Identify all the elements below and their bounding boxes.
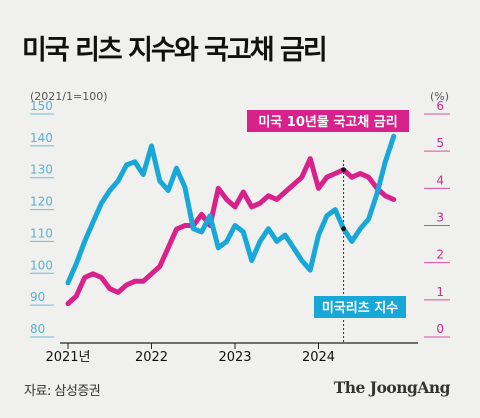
left-tick-label: 140: [30, 131, 53, 145]
right-tick-label: 0: [436, 322, 444, 336]
series-treasury-line: [65, 156, 397, 307]
left-tick-label: 150: [30, 99, 53, 113]
brand-logo: The JoongAng: [333, 378, 451, 397]
page-title: 미국 리츠 지수와 국고채 금리: [22, 35, 328, 66]
left-axis-ticks: 80 90 100 110 120 130 140 150: [30, 99, 54, 338]
right-tick-label: 1: [436, 285, 444, 299]
annotation-dot-reit: [341, 226, 346, 232]
annotation-dot-treasury: [341, 167, 346, 173]
left-tick-label: 120: [30, 195, 53, 209]
left-tick-label: 110: [30, 226, 53, 240]
right-tick-label: 6: [436, 99, 444, 113]
right-tick-label: 3: [436, 211, 444, 225]
x-tick-label: 2022: [135, 350, 168, 365]
left-tick-label: 130: [30, 163, 53, 177]
treasury-label-box: [247, 110, 409, 132]
reit-label-box: [314, 296, 406, 318]
right-axis-unit: (%): [430, 90, 449, 103]
treasury-label: 미국 10년물 국고채 금리: [258, 114, 397, 130]
left-tick-label: 90: [30, 290, 45, 304]
right-axis-ticks: 0 1 2 3 4 5 6: [424, 99, 450, 338]
x-tick-label: 2023: [218, 350, 251, 365]
left-tick-label: 80: [30, 322, 45, 336]
left-axis-unit: (2021/1=100): [30, 90, 108, 103]
right-tick-label: 4: [436, 173, 444, 187]
left-tick-label: 100: [30, 258, 53, 272]
right-tick-label: 5: [436, 136, 444, 150]
right-tick-label: 2: [436, 248, 444, 262]
series-reit-line: [65, 133, 397, 286]
reit-label: 미국리츠 지수: [322, 300, 398, 316]
source-note: 자료: 삼성증권: [24, 384, 101, 399]
x-tick-label: 2024: [302, 350, 335, 365]
x-tick-label: 2021년: [45, 350, 90, 365]
x-axis-ticks: 2021년 2022 2023 2024: [45, 343, 335, 365]
